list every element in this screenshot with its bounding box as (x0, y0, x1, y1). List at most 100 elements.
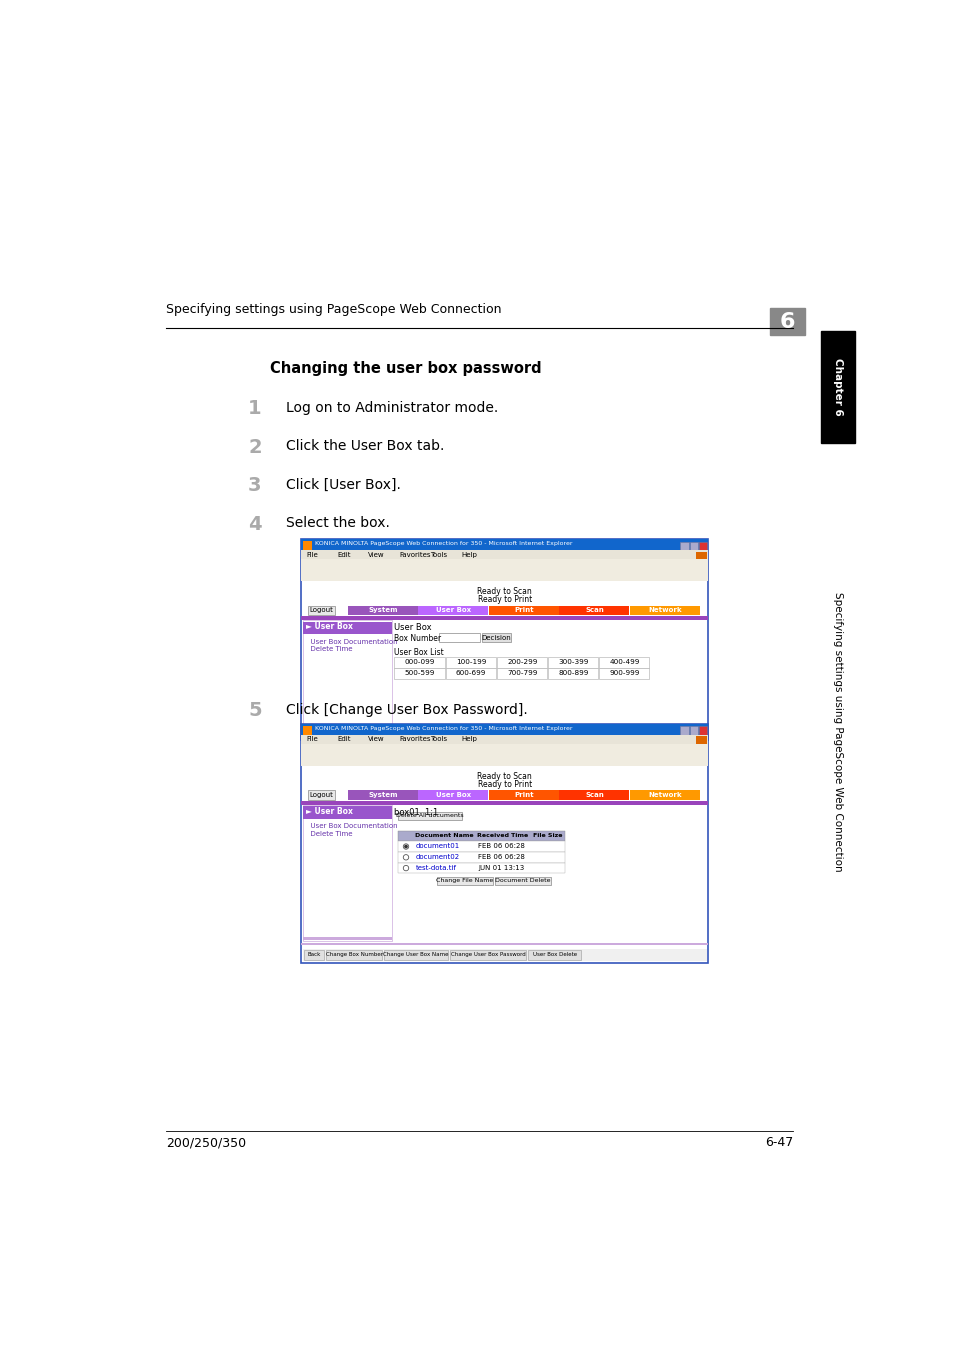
FancyBboxPatch shape (820, 331, 854, 443)
FancyBboxPatch shape (303, 726, 312, 734)
FancyBboxPatch shape (397, 852, 564, 863)
Text: Ready to Scan: Ready to Scan (476, 587, 532, 597)
Text: Decision: Decision (481, 634, 511, 641)
Text: 6-47: 6-47 (764, 1137, 793, 1149)
FancyBboxPatch shape (301, 942, 707, 945)
Circle shape (403, 865, 408, 871)
Text: Delete Time: Delete Time (306, 832, 353, 837)
Text: Help: Help (460, 552, 476, 558)
Text: Scan: Scan (585, 792, 603, 798)
FancyBboxPatch shape (699, 726, 707, 734)
Text: document02: document02 (416, 855, 459, 860)
Text: 700-799: 700-799 (507, 670, 537, 676)
FancyBboxPatch shape (439, 633, 479, 641)
Text: User Box: User Box (436, 608, 471, 613)
Text: Change User Box Password: Change User Box Password (451, 952, 525, 957)
Text: User Box Documentation: User Box Documentation (306, 639, 397, 645)
Text: 500-599: 500-599 (404, 670, 435, 676)
Text: Ready to Print: Ready to Print (477, 779, 532, 788)
Text: User Box Documentation: User Box Documentation (306, 824, 397, 829)
FancyBboxPatch shape (769, 308, 804, 335)
FancyBboxPatch shape (301, 724, 707, 734)
Text: 100-199: 100-199 (456, 659, 486, 666)
Text: 5: 5 (248, 701, 261, 720)
FancyBboxPatch shape (307, 790, 335, 799)
Text: Tools: Tools (430, 736, 447, 742)
FancyBboxPatch shape (301, 539, 707, 549)
Text: Click [Change User Box Password].: Click [Change User Box Password]. (286, 702, 527, 717)
FancyBboxPatch shape (301, 549, 707, 559)
FancyBboxPatch shape (303, 726, 392, 729)
FancyBboxPatch shape (301, 729, 707, 732)
Text: Box Number: Box Number (394, 634, 441, 643)
FancyBboxPatch shape (348, 790, 417, 799)
FancyBboxPatch shape (397, 863, 564, 873)
Text: Edit: Edit (336, 552, 350, 558)
FancyBboxPatch shape (418, 790, 488, 799)
FancyBboxPatch shape (301, 801, 707, 805)
FancyBboxPatch shape (547, 668, 598, 679)
Text: Ready to Scan: Ready to Scan (476, 772, 532, 780)
FancyBboxPatch shape (495, 876, 550, 886)
FancyBboxPatch shape (348, 606, 417, 614)
Text: Print: Print (514, 608, 534, 613)
FancyBboxPatch shape (689, 726, 698, 734)
FancyBboxPatch shape (301, 617, 707, 620)
FancyBboxPatch shape (445, 657, 496, 668)
FancyBboxPatch shape (301, 734, 707, 744)
Text: 900-999: 900-999 (609, 670, 639, 676)
Text: Scan: Scan (585, 608, 603, 613)
Text: FEB 06 06:28: FEB 06 06:28 (477, 844, 524, 849)
Text: Help: Help (460, 736, 476, 742)
FancyBboxPatch shape (695, 736, 706, 744)
FancyBboxPatch shape (497, 657, 546, 668)
Text: System: System (368, 608, 397, 613)
Text: Network: Network (648, 608, 681, 613)
Text: Logout: Logout (310, 792, 334, 798)
Text: Ready to Print: Ready to Print (477, 595, 532, 603)
FancyBboxPatch shape (301, 744, 707, 765)
FancyBboxPatch shape (303, 541, 312, 549)
Text: Log on to Administrator mode.: Log on to Administrator mode. (286, 401, 497, 414)
Text: 1: 1 (248, 400, 261, 418)
Text: User Box: User Box (436, 792, 471, 798)
FancyBboxPatch shape (326, 950, 381, 960)
Text: Specifying settings using PageScope Web Connection: Specifying settings using PageScope Web … (833, 593, 842, 872)
Text: document01: document01 (416, 844, 460, 849)
Text: box01  1:1: box01 1:1 (394, 809, 438, 817)
Text: JUN 01 13:13: JUN 01 13:13 (477, 865, 524, 871)
Text: Received Time: Received Time (476, 833, 528, 837)
Text: System: System (368, 792, 397, 798)
Text: 300-399: 300-399 (558, 659, 588, 666)
Text: Edit: Edit (336, 736, 350, 742)
Text: 400-499: 400-499 (609, 659, 639, 666)
Text: View: View (368, 552, 384, 558)
Text: Change Box Number: Change Box Number (325, 952, 382, 957)
FancyBboxPatch shape (481, 633, 511, 641)
FancyBboxPatch shape (445, 668, 496, 679)
FancyBboxPatch shape (689, 541, 698, 549)
Circle shape (403, 844, 408, 849)
Text: Document Name: Document Name (415, 833, 474, 837)
Text: 6: 6 (780, 312, 795, 332)
Text: Favorites: Favorites (398, 736, 430, 742)
Text: test-dota.tif: test-dota.tif (416, 865, 456, 871)
Text: Change User Box Name: Change User Box Name (383, 952, 448, 957)
FancyBboxPatch shape (384, 950, 447, 960)
FancyBboxPatch shape (303, 949, 706, 961)
Text: User Box: User Box (394, 624, 432, 632)
FancyBboxPatch shape (497, 668, 546, 679)
FancyBboxPatch shape (307, 606, 335, 614)
FancyBboxPatch shape (303, 806, 392, 819)
FancyBboxPatch shape (598, 657, 649, 668)
Text: Specifying settings using PageScope Web Connection: Specifying settings using PageScope Web … (166, 302, 500, 316)
Text: ► User Box: ► User Box (306, 622, 353, 632)
FancyBboxPatch shape (679, 726, 688, 734)
Text: 800-899: 800-899 (558, 670, 588, 676)
Text: File: File (306, 736, 317, 742)
Text: 200/250/350: 200/250/350 (166, 1137, 246, 1149)
Text: Network: Network (648, 792, 681, 798)
FancyBboxPatch shape (629, 790, 699, 799)
Text: 200-299: 200-299 (507, 659, 537, 666)
Text: KONICA MINOLTA PageScope Web Connection for 350 - Microsoft Internet Explorer: KONICA MINOLTA PageScope Web Connection … (315, 541, 572, 545)
